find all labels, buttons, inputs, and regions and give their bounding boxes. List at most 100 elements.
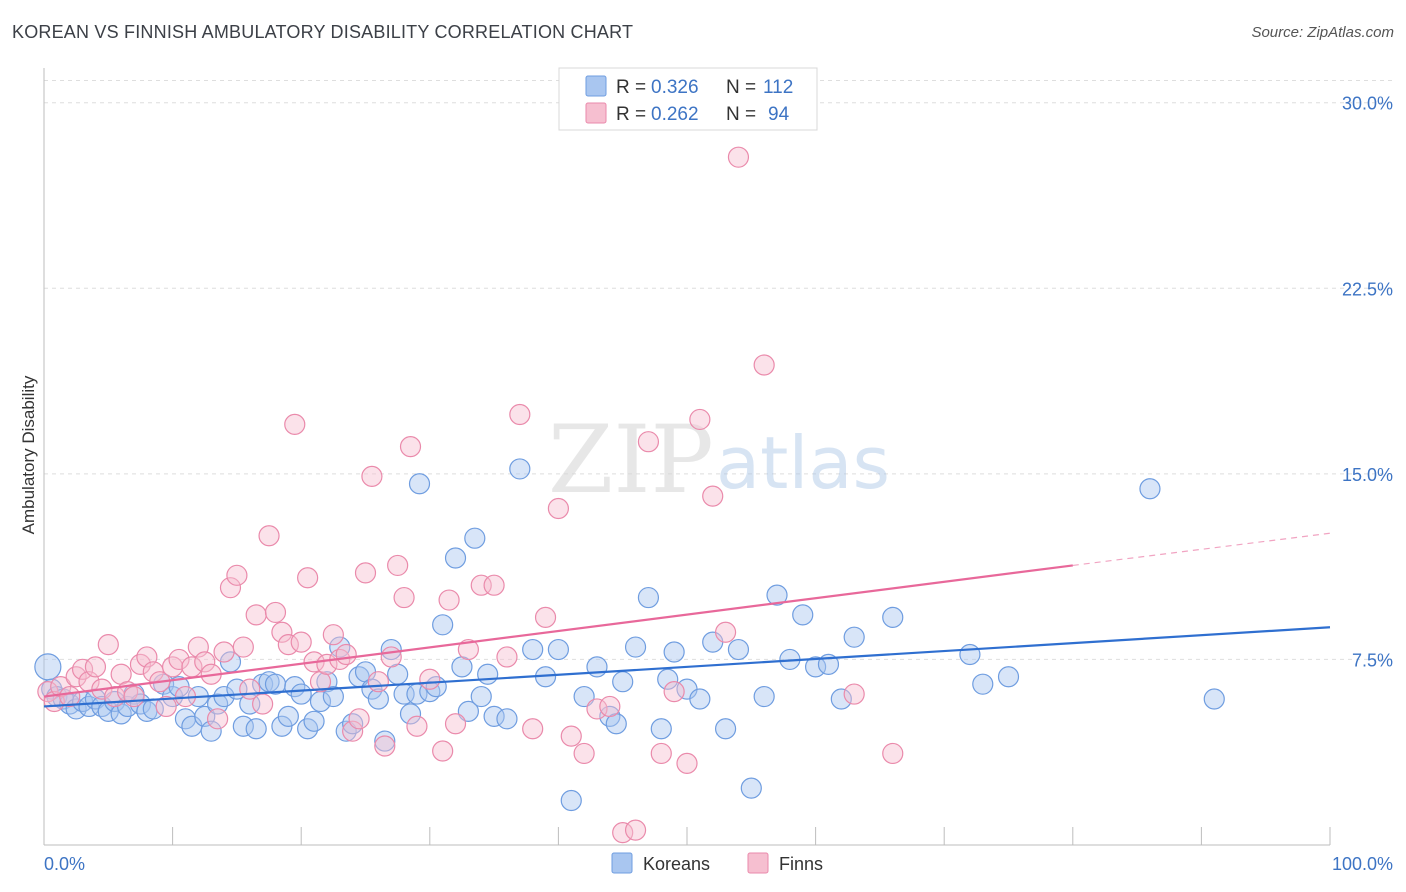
y-tick-labels: 7.5% 15.0% 22.5% 30.0% (1342, 94, 1393, 671)
finn-point (297, 567, 319, 589)
finn-point (689, 408, 711, 431)
korean-point (766, 584, 788, 606)
finn-point (444, 713, 467, 735)
finn-point (457, 638, 479, 661)
korean-point (727, 638, 750, 661)
finn-point (258, 525, 280, 547)
watermark-atlas: atlas (716, 421, 890, 505)
finn-point (219, 577, 242, 599)
korean-point (367, 688, 389, 710)
finn-point (335, 643, 357, 666)
korean-point (399, 703, 422, 725)
finn-point (367, 671, 389, 693)
finn-point (245, 604, 267, 626)
finn-point (438, 589, 460, 611)
finn-point (387, 554, 409, 577)
finn-point (97, 633, 119, 656)
finn-point (277, 633, 299, 656)
y-axis-label: Ambulatory Disability (19, 375, 38, 534)
chart-title: KOREAN VS FINNISH AMBULATORY DISABILITY … (12, 22, 634, 42)
korean-point (464, 527, 486, 549)
legend-r-value-1: 0.326 (651, 77, 699, 98)
trend-lines (43, 532, 1331, 708)
finn-point (232, 636, 254, 658)
korean-point (830, 688, 852, 710)
korean-point (997, 666, 1020, 688)
y-tick-label: 22.5% (1342, 279, 1393, 299)
finn-point (264, 601, 287, 624)
legend-r-value-2: 0.262 (651, 104, 699, 125)
korean-point (1139, 478, 1161, 500)
finn-point (71, 658, 94, 680)
legend-n-value-1: 112 (763, 77, 793, 98)
korean-point (509, 458, 531, 480)
axes (43, 68, 1331, 846)
finn-point (194, 651, 216, 673)
korean-point (374, 730, 396, 752)
korean-point (408, 473, 431, 495)
finn-point (322, 624, 344, 646)
finn-point (727, 146, 750, 168)
legend-r-label-1: R = (616, 77, 646, 98)
y-tick-label: 15.0% (1342, 465, 1393, 485)
finn-point (419, 668, 441, 690)
legend-n-label-2: N = (726, 104, 756, 125)
bottom-legend-finn: Finns (779, 854, 823, 874)
korean-point (612, 671, 634, 693)
korean-point (972, 673, 994, 695)
finn-point (663, 680, 685, 703)
finn-point (374, 735, 396, 757)
korean-point (663, 641, 685, 663)
korean-point (322, 685, 344, 708)
korean-point (232, 715, 254, 737)
finn-point (284, 413, 306, 435)
finn-point (290, 631, 312, 653)
finn-point (586, 698, 608, 720)
finn-point (432, 740, 454, 762)
korean-point (740, 777, 762, 799)
finn-point (560, 725, 582, 747)
legend: R = 0.326 N = 112 R = 0.262 N = 94 (558, 67, 818, 131)
bottom-legend: Koreans Finns (611, 852, 823, 874)
legend-n-value-2: 94 (768, 104, 790, 125)
legend-swatch-finn (585, 102, 607, 124)
finn-point (624, 819, 647, 841)
finn-point (676, 752, 698, 774)
finn-point (342, 720, 364, 742)
finn-point (650, 742, 672, 765)
finn-point (168, 648, 190, 671)
korean-point (657, 668, 679, 690)
finn-point (522, 718, 544, 740)
finn-point (399, 436, 422, 458)
finn-point (207, 708, 229, 730)
korean-point (714, 718, 737, 740)
finn-point (252, 693, 274, 715)
korean-point (290, 683, 312, 705)
legend-swatch-korean (585, 75, 607, 97)
korean-point (1203, 688, 1225, 710)
finn-point (361, 465, 383, 487)
korean-point (380, 638, 402, 661)
korean-point (200, 720, 222, 742)
korean-point (457, 700, 479, 722)
finn-point (393, 586, 415, 609)
korean-point (34, 653, 62, 681)
finn-point (612, 822, 634, 844)
finn-point (753, 354, 775, 376)
korean-point (753, 685, 775, 708)
korean-trend-line (43, 626, 1331, 708)
watermark-zip: ZIP (548, 406, 714, 515)
korean-point (483, 705, 505, 727)
finn-point (123, 685, 145, 708)
legend-n-label-1: N = (726, 77, 756, 98)
korean-point (277, 705, 299, 727)
x-tick-min: 0.0% (44, 854, 85, 874)
korean-point (477, 663, 499, 685)
y-tick-label: 7.5% (1352, 650, 1393, 670)
korean-point (804, 656, 827, 678)
finn-point (271, 621, 293, 643)
finn-points (37, 146, 904, 844)
bottom-legend-swatch-finn (747, 852, 769, 874)
korean-point (245, 718, 267, 740)
